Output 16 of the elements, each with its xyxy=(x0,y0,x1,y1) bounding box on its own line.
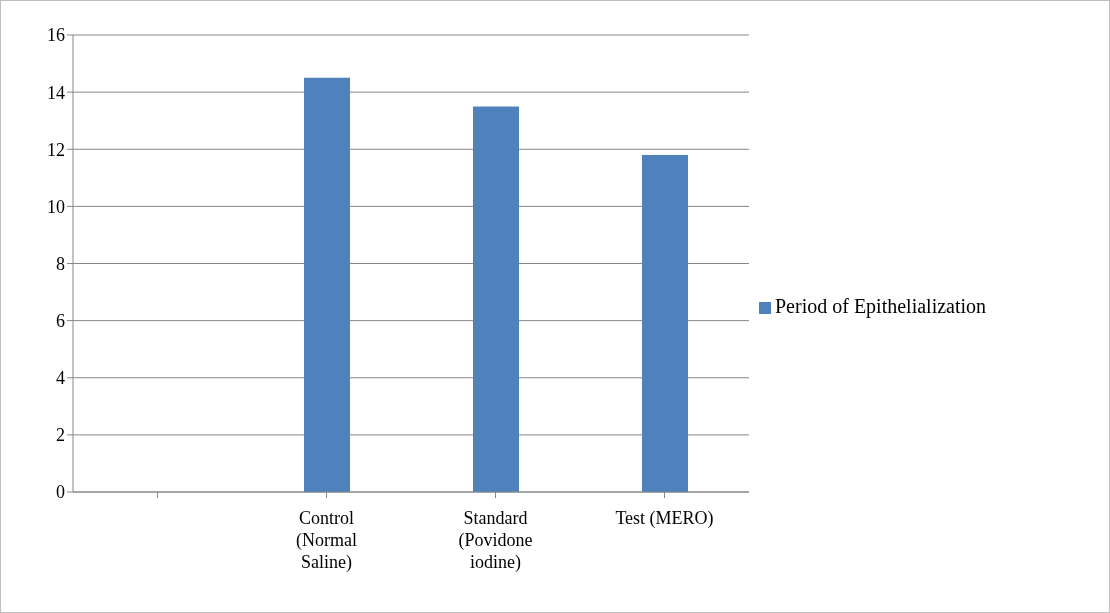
y-tick-label: 4 xyxy=(56,368,65,389)
bar xyxy=(642,154,688,492)
x-tick-label: Standard (Povidone iodine) xyxy=(458,508,533,573)
y-tick-label: 8 xyxy=(56,253,65,274)
y-tick-label: 2 xyxy=(56,425,65,446)
bar xyxy=(473,106,519,492)
x-tick-label: Test (MERO) xyxy=(615,508,714,529)
y-tick-label: 14 xyxy=(47,82,65,103)
y-tick-label: 12 xyxy=(47,139,65,160)
bar xyxy=(304,77,350,492)
y-tick-label: 0 xyxy=(56,482,65,503)
x-tick-label: Control (Normal Saline) xyxy=(296,508,357,573)
legend-label: Period of Epithelialization xyxy=(775,295,987,317)
y-tick-label: 16 xyxy=(47,25,65,46)
y-tick-label: 10 xyxy=(47,196,65,217)
y-tick-label: 6 xyxy=(56,311,65,332)
